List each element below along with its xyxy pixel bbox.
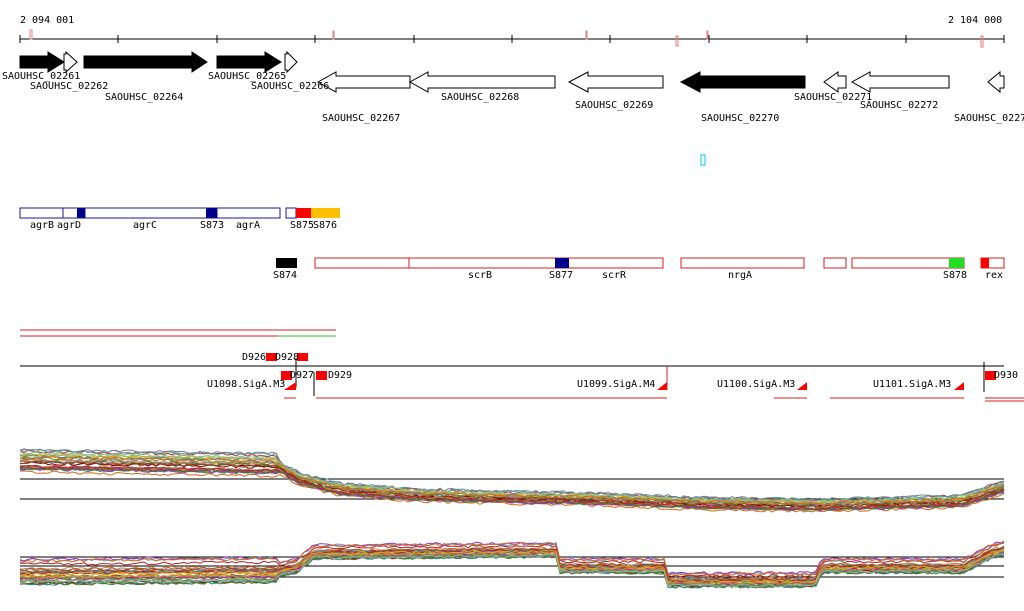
label-D927: D927 [290,370,314,381]
gene-arrow-02269[interactable] [567,71,664,93]
label-agrB: agrB [30,220,54,231]
expression-trace [19,456,1005,505]
expression-trace [19,449,1005,501]
expression-trace [19,448,1005,501]
gene-arrow-0227x[interactable] [987,70,1005,94]
gene-arrow-02262[interactable] [63,50,78,74]
label-U1098: U1098.SigA.M3 [207,379,285,390]
label-rex: rex [985,270,1003,281]
marker-S878[interactable] [949,258,964,268]
label-S876: S876 [313,220,337,231]
marker-agrD[interactable] [77,208,85,218]
expression-trace [19,540,1005,576]
gene-label-02262: SAOUHSC_02262 [30,81,108,92]
label-D929: D929 [328,370,352,381]
label-agrD: agrD [57,220,81,231]
label-S878: S878 [943,270,967,281]
label-scrR: scrR [602,270,627,281]
marker-S877[interactable] [555,258,569,268]
label-D928: D928 [275,352,299,363]
expression-trace [19,553,1005,588]
label-U1100: U1100.SigA.M3 [717,379,795,390]
promoter-arrow-U1101[interactable] [954,382,964,390]
ruler-ticks [19,35,1005,43]
expression-trace [19,547,1005,584]
expression-trace [19,550,1005,585]
expression-trace [19,552,1005,589]
gene-labels: SAOUHSC_02261 SAOUHSC_02262 SAOUHSC_0226… [2,71,1024,124]
gene-label-02264: SAOUHSC_02264 [105,92,183,103]
marker-S874[interactable] [276,258,297,268]
gene-arrow-02270[interactable] [679,71,806,93]
feature-track: D926 D928 D927 D929 U1098.SigA.M3 U1099.… [20,352,1024,402]
gene-label-02268: SAOUHSC_02268 [441,92,519,103]
annotation-track-1: agrB agrD agrC S873 agrA S875 S876 [19,207,340,231]
marker-rex[interactable] [981,258,989,268]
gene-label-02265: SAOUHSC_02265 [208,71,286,82]
annotation-track-2: S874 scrB S877 scrR nrgA S878 rex [273,257,1005,281]
label-S874: S874 [273,270,297,281]
label-agrC: agrC [133,220,157,231]
expression-trace [19,541,1005,575]
promoter-arrow-U1100[interactable] [797,382,807,390]
marker-S875[interactable] [296,208,311,218]
label-D930: D930 [994,370,1018,381]
annotation-block-agr[interactable] [19,207,281,219]
gene-arrow-02268[interactable] [408,71,556,93]
label-D926: D926 [242,352,266,363]
gene-label-02267: SAOUHSC_02267 [322,113,400,124]
gene-arrow-02265[interactable] [216,51,282,73]
feature-D927[interactable] [281,371,292,380]
gene-arrow-02271[interactable] [823,71,847,93]
label-U1101: U1101.SigA.M3 [873,379,951,390]
expression-profile-lower [19,540,1005,589]
annotation-block-s875[interactable] [285,207,297,219]
gene-arrow-02272[interactable] [850,71,950,93]
coordinate-ruler: 2 094 001 2 104 000 [19,15,1005,48]
coverage-lines [20,329,336,337]
marker-S876[interactable] [311,208,340,218]
signal-marker[interactable] [700,154,706,166]
gene-track [19,50,1005,94]
gene-arrow-02267[interactable] [316,71,411,93]
gene-arrow-02261[interactable] [19,51,65,73]
expression-profile-upper [19,448,1005,513]
ruler-end-label: 2 104 000 [948,15,1002,26]
annotation-block-nrgA[interactable] [680,257,805,269]
feature-D929[interactable] [316,371,327,380]
label-S873: S873 [200,220,224,231]
gene-label-02272: SAOUHSC_02272 [860,100,938,111]
label-nrgA: nrgA [728,270,752,281]
marker-S873[interactable] [206,208,217,218]
gene-label-0227x: SAOUHSC_0227 [954,113,1024,124]
expression-trace [19,466,1005,511]
expression-trace [19,452,1005,504]
gene-label-02271: SAOUHSC_02271 [794,92,872,103]
promoter-arrow-U1098[interactable] [284,382,296,390]
promoter-arrow-U1099[interactable] [657,382,667,390]
label-S877: S877 [549,270,573,281]
annotation-block-s878[interactable] [851,257,965,269]
label-U1099: U1099.SigA.M4 [577,379,655,390]
label-agrA: agrA [236,220,260,231]
ruler-marks [29,29,984,48]
ruler-start-label: 2 094 001 [20,15,74,26]
expression-trace [19,540,1005,576]
gene-arrow-02264[interactable] [83,51,208,73]
annotation-block-small[interactable] [823,257,847,269]
label-S875: S875 [290,220,314,231]
gene-label-02270: SAOUHSC_02270 [701,113,779,124]
gene-label-02269: SAOUHSC_02269 [575,100,653,111]
gene-arrow-02266[interactable] [284,50,298,74]
feature-D928[interactable] [297,353,308,361]
label-scrB: scrB [468,270,492,281]
annotation-block-scr[interactable] [314,257,664,269]
gene-label-02266: SAOUHSC_02266 [251,81,329,92]
gene-label-02261: SAOUHSC_02261 [2,71,80,82]
expression-trace [19,453,1005,505]
feature-D926[interactable] [266,353,277,361]
feature-D930[interactable] [985,371,996,380]
expression-trace [19,454,1005,505]
